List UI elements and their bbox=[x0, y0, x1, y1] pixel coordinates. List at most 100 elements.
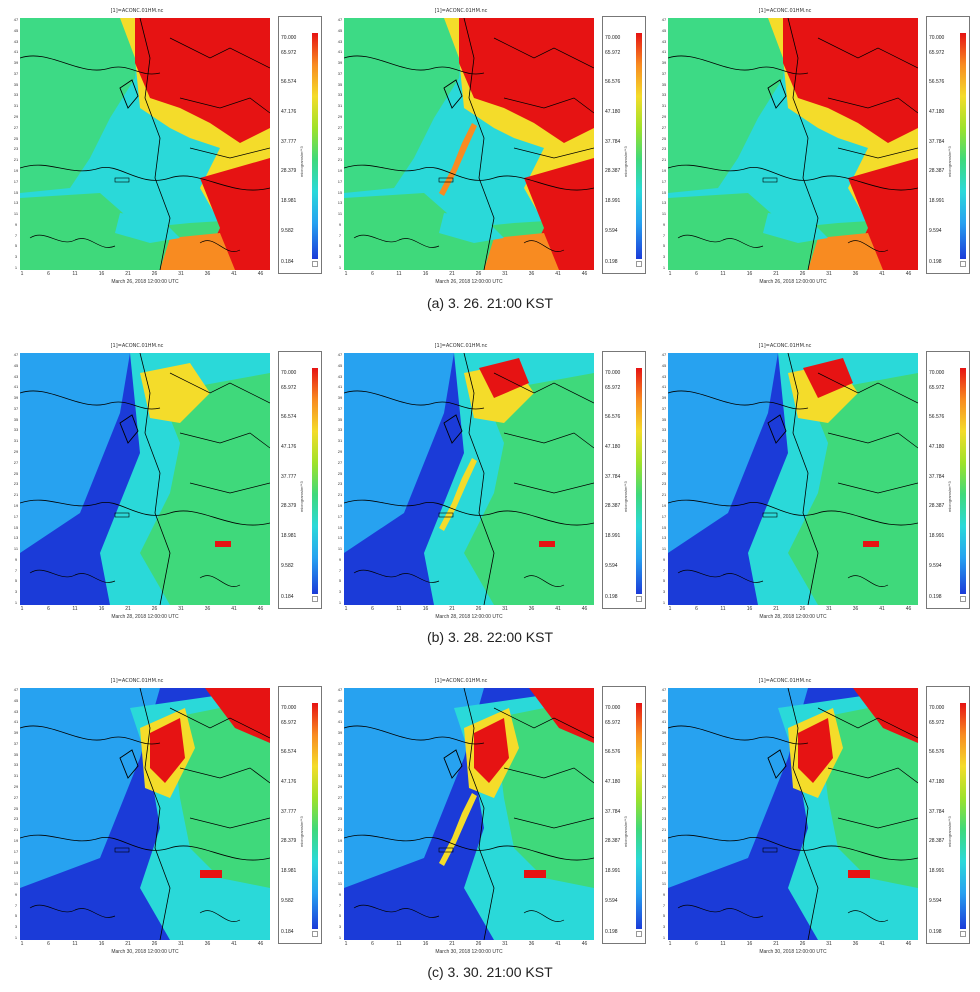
y-tick-label: 33 bbox=[337, 427, 343, 433]
y-tick-label: 45 bbox=[661, 697, 667, 703]
color-legend: 70.000 65.972 56.574 47.176 37.777 28.379 18.9… bbox=[278, 686, 322, 944]
x-tick-label: 31 bbox=[502, 271, 508, 277]
x-axis-labels: 1 6 11 16 21 26 31 36 41 46 bbox=[344, 941, 594, 947]
y-tick-label: 15 bbox=[661, 524, 667, 530]
legend-value: 65.972 bbox=[605, 50, 621, 56]
legend-value: 28.387 bbox=[929, 168, 945, 174]
y-tick-label: 45 bbox=[13, 362, 19, 368]
x-tick-label: 46 bbox=[581, 606, 588, 612]
legend-value: 56.574 bbox=[281, 414, 297, 420]
y-tick-label: 47 bbox=[661, 352, 667, 357]
y-tick-label: 5 bbox=[14, 578, 18, 584]
map-panel: [1]=ACONC.01HM.nc 1 3 5 7 9 11 13 15 17 19 21 23 25 27… bbox=[660, 8, 970, 288]
province-border bbox=[463, 688, 495, 940]
y-tick-label: 41 bbox=[661, 49, 667, 55]
island-outline bbox=[677, 234, 889, 252]
y-tick-label: 35 bbox=[13, 751, 19, 757]
marker bbox=[762, 177, 778, 183]
y-tick-label: 43 bbox=[661, 708, 667, 714]
legend-value: 9.594 bbox=[929, 898, 942, 904]
y-tick-label: 39 bbox=[13, 60, 19, 66]
y-tick-label: 7 bbox=[662, 902, 666, 908]
legend-value: 56.576 bbox=[929, 414, 945, 420]
y-tick-label: 29 bbox=[661, 449, 667, 455]
y-tick-label: 21 bbox=[13, 827, 19, 833]
island-outline bbox=[119, 414, 139, 444]
map-panel: [1]=ACONC.01HM.nc 1 3 5 7 9 11 13 15 17 19 21 23 25 27… bbox=[336, 343, 646, 623]
pollution-area bbox=[529, 688, 594, 743]
y-tick-label: 47 bbox=[661, 17, 667, 22]
legend-value: 0.198 bbox=[605, 929, 618, 935]
x-axis-labels: 1 6 11 16 21 26 31 36 41 46 bbox=[668, 941, 918, 947]
y-tick-label: 41 bbox=[337, 384, 343, 390]
legend-value: 56.576 bbox=[929, 79, 945, 85]
island-outline bbox=[353, 904, 565, 922]
y-tick-label: 23 bbox=[13, 481, 19, 487]
y-tick-label: 41 bbox=[337, 49, 343, 55]
marker bbox=[438, 512, 454, 518]
x-axis-labels: 1 6 11 16 21 26 31 36 41 46 bbox=[344, 606, 594, 612]
y-tick-label: 3 bbox=[338, 924, 342, 930]
province-border bbox=[817, 372, 918, 494]
x-tick-label: 1 bbox=[20, 271, 24, 277]
concentration-map bbox=[344, 688, 594, 940]
y-tick-label: 21 bbox=[337, 157, 343, 163]
y-tick-label: 5 bbox=[338, 243, 342, 249]
legend-value: 70.000 bbox=[281, 705, 297, 711]
legend-color-bar bbox=[312, 33, 318, 259]
legend-unit: micrograms/m**3 bbox=[623, 146, 628, 177]
x-tick-label: 41 bbox=[231, 606, 237, 612]
pollution-area bbox=[788, 373, 918, 605]
y-tick-label: 31 bbox=[13, 438, 19, 444]
y-tick-label: 13 bbox=[661, 535, 667, 541]
x-tick-label: 36 bbox=[204, 271, 211, 277]
x-tick-label: 1 bbox=[668, 271, 672, 277]
y-tick-label: 11 bbox=[337, 881, 343, 887]
pollution-area bbox=[474, 718, 509, 783]
concentration-map bbox=[344, 353, 594, 605]
x-tick-label: 26 bbox=[799, 941, 806, 947]
y-tick-label: 33 bbox=[661, 762, 667, 768]
x-tick-label: 11 bbox=[720, 606, 726, 612]
legend-value: 37.784 bbox=[605, 139, 621, 145]
map-panel: [1]=ACONC.01HM.nc 1 3 5 7 9 11 13 15 17 19 21 23 25 27… bbox=[336, 8, 646, 288]
x-tick-label: 16 bbox=[98, 606, 105, 612]
y-tick-label: 27 bbox=[337, 459, 343, 465]
map-panel: [1]=ACONC.01HM.nc 1 3 5 7 9 11 13 15 17 19 21 23 25 27… bbox=[12, 8, 322, 288]
y-tick-label: 11 bbox=[661, 546, 667, 552]
y-tick-label: 7 bbox=[338, 902, 342, 908]
x-tick-label: 36 bbox=[528, 606, 535, 612]
y-tick-label: 17 bbox=[661, 178, 667, 184]
panel-title: [1]=ACONC.01HM.nc bbox=[110, 8, 164, 14]
y-tick-label: 9 bbox=[338, 556, 342, 562]
y-tick-label: 19 bbox=[13, 502, 19, 508]
x-tick-label: 21 bbox=[125, 606, 131, 612]
y-tick-label: 35 bbox=[661, 81, 667, 87]
island-outline bbox=[443, 79, 463, 109]
legend-value: 9.594 bbox=[605, 898, 618, 904]
legend-min-box bbox=[312, 931, 318, 937]
y-tick-label: 21 bbox=[13, 157, 19, 163]
marker bbox=[762, 847, 778, 853]
legend-color-bar bbox=[960, 703, 966, 929]
legend-value: 18.991 bbox=[929, 198, 945, 204]
color-legend: 70.000 65.972 56.576 47.180 37.784 28.387 18.9… bbox=[602, 686, 646, 944]
y-tick-label: 5 bbox=[14, 913, 18, 919]
y-tick-label: 37 bbox=[13, 405, 19, 411]
row-caption: (c) 3. 30. 21:00 KST bbox=[427, 964, 553, 980]
legend-value: 65.972 bbox=[281, 50, 297, 56]
y-tick-label: 39 bbox=[661, 730, 667, 736]
y-tick-label: 45 bbox=[13, 27, 19, 33]
x-tick-label: 1 bbox=[344, 941, 348, 947]
legend-min-box bbox=[960, 596, 966, 602]
y-tick-label: 17 bbox=[13, 848, 19, 854]
concentration-map bbox=[344, 18, 594, 270]
y-tick-label: 25 bbox=[661, 135, 667, 141]
island-outline bbox=[353, 569, 565, 587]
legend-min-box bbox=[960, 931, 966, 937]
y-tick-label: 29 bbox=[337, 114, 343, 120]
y-tick-label: 23 bbox=[661, 481, 667, 487]
island-outline bbox=[443, 749, 463, 779]
y-tick-label: 9 bbox=[338, 221, 342, 227]
y-tick-label: 35 bbox=[337, 416, 343, 422]
